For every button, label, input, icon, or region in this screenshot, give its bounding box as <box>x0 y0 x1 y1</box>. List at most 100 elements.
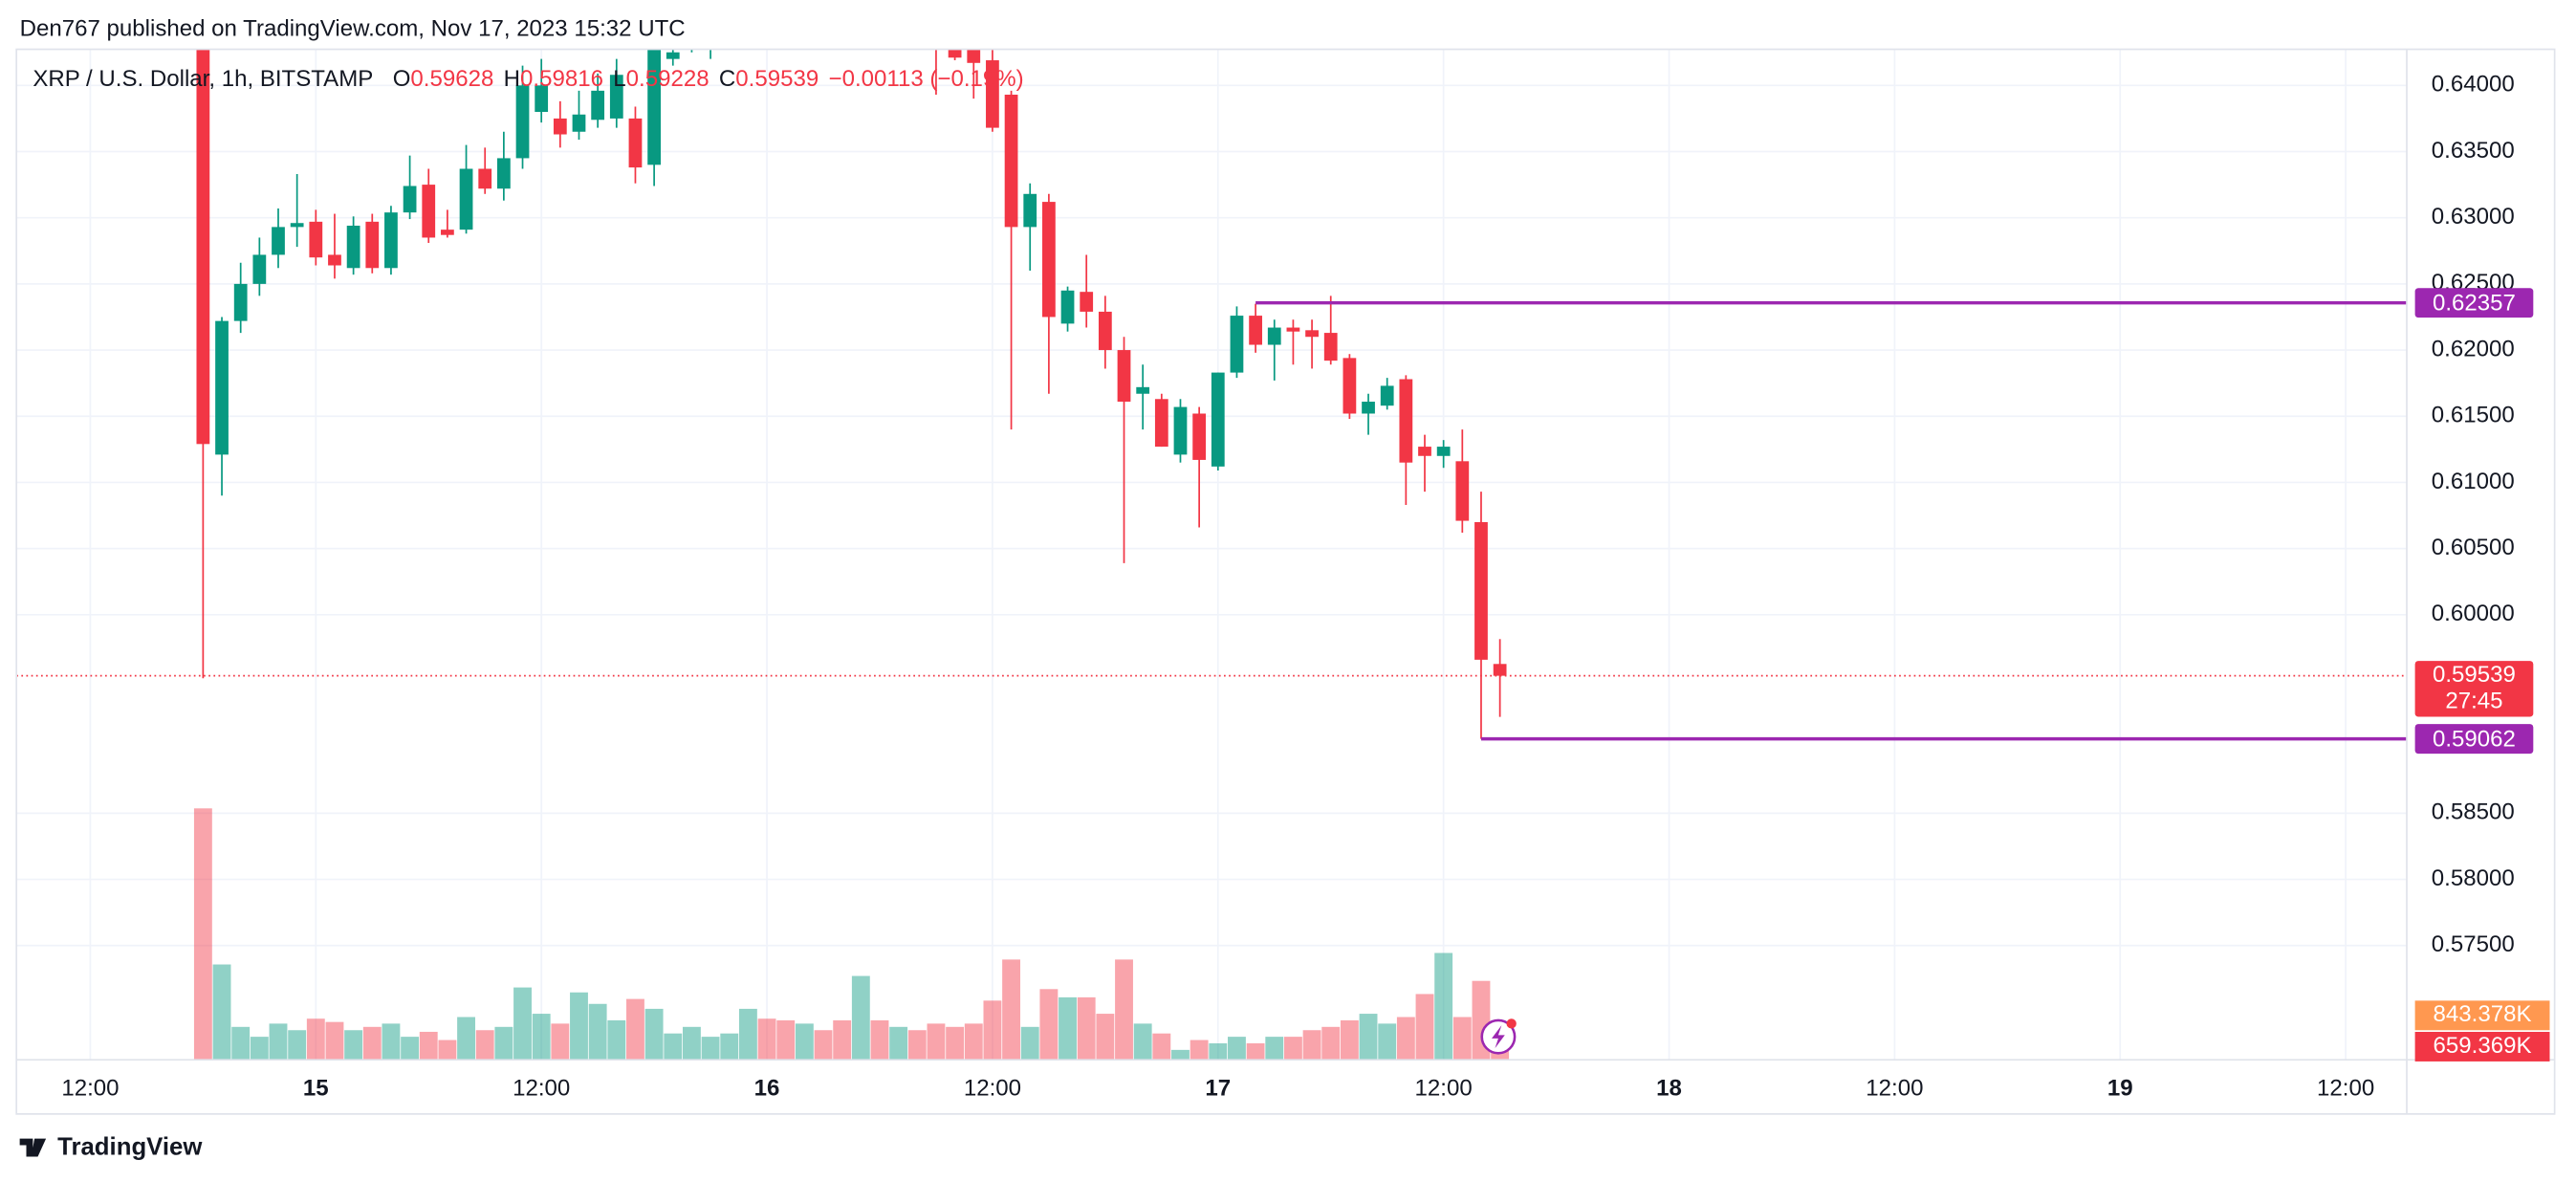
y-tick-label: 0.60000 <box>2432 601 2515 626</box>
x-tick-label: 12:00 <box>964 1075 1021 1101</box>
candle-body <box>797 9 811 19</box>
legend-key: L <box>613 67 625 93</box>
volume-bar <box>738 1008 757 1061</box>
volume-bar <box>588 1003 607 1061</box>
candle-body <box>704 12 717 26</box>
volume-bar <box>212 964 231 1061</box>
volume-bar <box>1077 996 1096 1061</box>
volume-bar <box>1115 959 1133 1061</box>
volume-bar <box>250 1037 269 1061</box>
candle-body <box>1380 385 1394 406</box>
candle-body <box>967 49 981 63</box>
candle-body <box>515 85 530 159</box>
candle-body <box>252 254 267 284</box>
volume-bar <box>325 1021 344 1061</box>
candle-body <box>496 158 511 189</box>
volume-bar <box>1396 1017 1415 1061</box>
volume-bar <box>1190 1040 1209 1061</box>
candle-body <box>628 118 643 168</box>
candle-body <box>1436 447 1451 456</box>
volume-bar <box>344 1030 363 1061</box>
volume-bar <box>682 1026 701 1061</box>
published-note: Den767 published on TradingView.com, Nov… <box>20 15 686 41</box>
volume-bar <box>570 992 588 1061</box>
volume-bar <box>701 1037 720 1061</box>
candle-body <box>1060 290 1075 324</box>
volume-bar <box>889 1026 908 1061</box>
volume-bar <box>475 1030 494 1061</box>
candle-body <box>1098 311 1112 351</box>
candle-body <box>403 186 417 213</box>
volume-bar <box>776 1019 796 1061</box>
volume-bar <box>438 1040 457 1061</box>
legend: XRP / U.S. Dollar, 1h, BITSTAMP O0.59628… <box>33 67 1023 93</box>
candle-body <box>1286 327 1300 332</box>
volume-bar <box>419 1031 438 1061</box>
volume-bar <box>1283 1037 1302 1061</box>
candle-body <box>609 75 623 119</box>
grid <box>16 49 2408 1061</box>
candle-body <box>441 230 454 235</box>
y-tick-label: 0.63000 <box>2432 204 2515 230</box>
candle-body <box>1267 327 1281 345</box>
legend-value: 0.59816 <box>520 67 603 93</box>
level-label: 0.62357 <box>2433 291 2516 317</box>
volume-ma-label: 843.378K <box>2434 1001 2532 1027</box>
candle-body <box>723 6 736 16</box>
x-tick-label: 18 <box>1656 1075 1682 1101</box>
volume-bar <box>1415 994 1434 1061</box>
x-tick-label: 12:00 <box>61 1075 119 1101</box>
candle-body <box>1305 330 1319 338</box>
candle-body <box>1004 95 1018 228</box>
legend-key: H <box>504 67 520 93</box>
candle-body <box>1080 292 1094 312</box>
volume-bar <box>607 1019 626 1061</box>
candle-body <box>535 85 549 112</box>
y-tick-label: 0.63500 <box>2432 138 2515 164</box>
volume-bar <box>1096 1014 1115 1061</box>
candle-body <box>196 49 210 445</box>
volume-bar <box>193 808 212 1061</box>
volume-bar <box>851 975 870 1061</box>
volume-bar <box>269 1023 288 1061</box>
candle-body <box>422 185 436 238</box>
x-tick-label: 15 <box>303 1075 329 1101</box>
y-tick-label: 0.57500 <box>2432 931 2515 957</box>
volume-bar <box>551 1023 570 1061</box>
volume-bar <box>288 1030 307 1061</box>
candle-body <box>1154 399 1168 448</box>
candle-body <box>1399 379 1413 463</box>
symbol: XRP / U.S. Dollar, 1h, BITSTAMP <box>33 67 373 93</box>
volume-ma-box <box>2414 1000 2550 1031</box>
candle-body <box>553 118 567 135</box>
candle-body <box>272 227 285 255</box>
candle-body <box>892 30 906 39</box>
candle-body <box>328 254 341 266</box>
candle-body <box>459 168 473 230</box>
candle-body <box>910 30 924 33</box>
x-tick-label: 12:00 <box>2317 1075 2374 1101</box>
axes: 0.640000.635000.630000.625000.620000.615… <box>61 72 2550 1101</box>
volume-bar <box>1359 1014 1378 1061</box>
legend-value: 0.59539 <box>735 67 819 93</box>
candle-body <box>1418 447 1431 456</box>
y-tick-label: 0.61000 <box>2432 469 2515 494</box>
volume-bar <box>457 1017 475 1061</box>
candle-body <box>591 90 605 120</box>
candle-body <box>290 223 304 228</box>
candle-body <box>233 283 248 321</box>
candle-body <box>836 26 849 33</box>
x-tick-label: 19 <box>2107 1075 2133 1101</box>
candle-body <box>742 0 755 6</box>
candle-body <box>1362 402 1375 414</box>
last-volume-label: 659.369K <box>2434 1033 2532 1059</box>
logo <box>19 1138 47 1157</box>
candle-body <box>1343 358 1357 414</box>
legend-value: 0.59228 <box>626 67 709 93</box>
legend-key: C <box>719 67 735 93</box>
volume-bar <box>983 1000 1002 1061</box>
volume-bar <box>1434 952 1453 1061</box>
candle-body <box>1117 350 1131 403</box>
legend-change: −0.00113 (−0.19%) <box>829 67 1024 93</box>
volume-bar <box>1209 1042 1228 1061</box>
